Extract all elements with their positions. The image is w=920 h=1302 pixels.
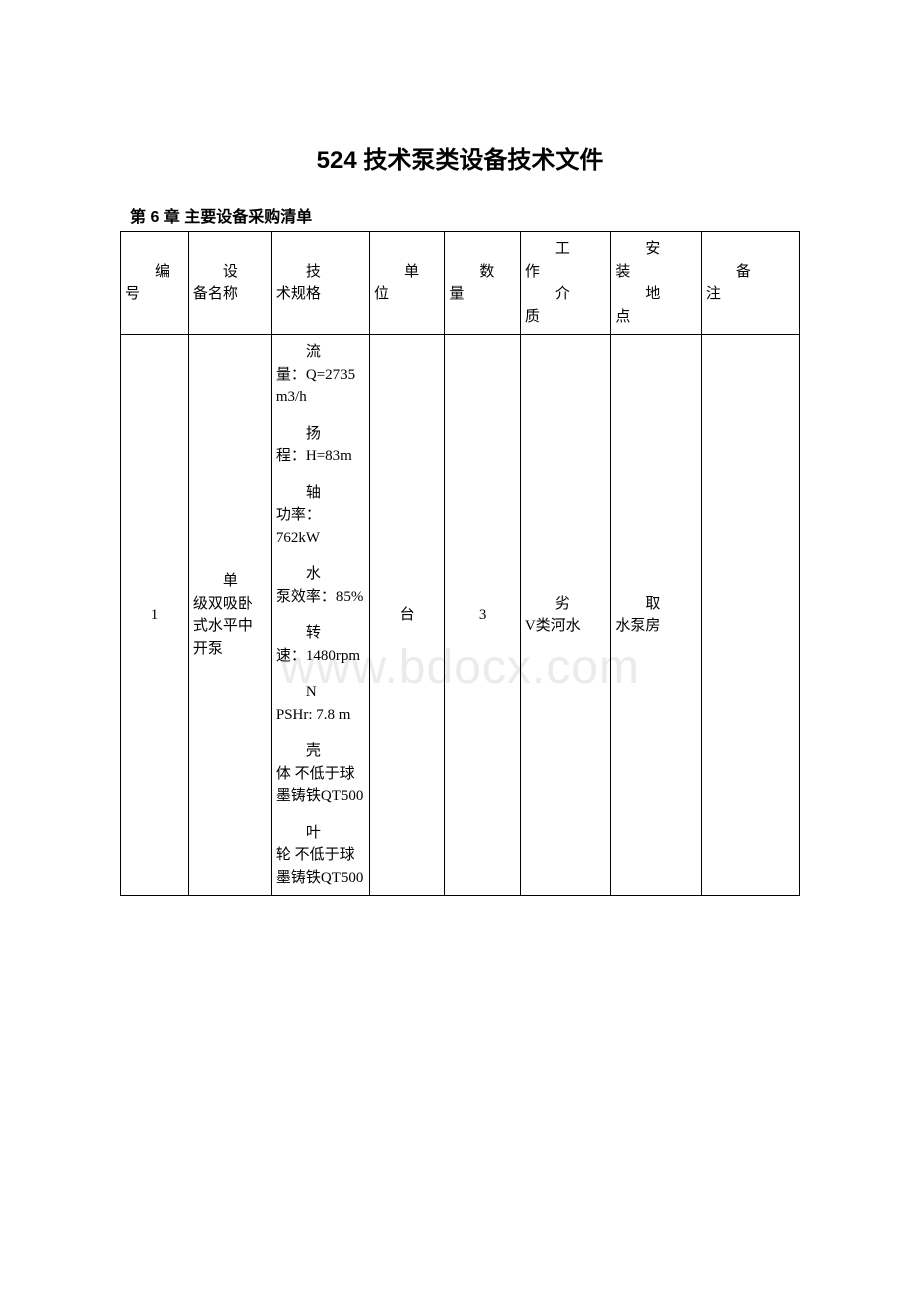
spec-item: 壳 体 不低于球墨铸铁QT500 xyxy=(276,740,365,808)
header-location: 安 装 地 点 xyxy=(611,232,702,335)
cell-medium: 劣 V类河水 xyxy=(520,335,611,896)
spec-item: 叶 轮 不低于球墨铸铁QT500 xyxy=(276,822,365,890)
spec-item: 水 泵效率：85% xyxy=(276,563,365,608)
spec-item: 流 量：Q=2735 m3/h xyxy=(276,341,365,409)
document-content: 524 技术泵类设备技术文件 第 6 章 主要设备采购清单 编 号 设 备名称 xyxy=(120,140,800,896)
spec-item: 扬 程：H=83m xyxy=(276,423,365,468)
header-unit: 单 位 xyxy=(369,232,444,335)
equipment-table: 编 号 设 备名称 技 术规格 单 位 数 量 xyxy=(120,231,800,896)
header-name: 设 备名称 xyxy=(188,232,271,335)
spec-item: 轴 功率：762kW xyxy=(276,482,365,550)
cell-location: 取 水泵房 xyxy=(611,335,702,896)
header-qty: 数 量 xyxy=(445,232,520,335)
header-spec: 技 术规格 xyxy=(271,232,369,335)
cell-unit: 台 xyxy=(369,335,444,896)
table-header-row: 编 号 设 备名称 技 术规格 单 位 数 量 xyxy=(121,232,800,335)
cell-spec: 流 量：Q=2735 m3/h 扬 程：H=83m 轴 功率：762kW 水 泵… xyxy=(271,335,369,896)
cell-name: 单 级双吸卧式水平中开泵 xyxy=(188,335,271,896)
header-medium: 工 作 介 质 xyxy=(520,232,611,335)
table-row: 1 单 级双吸卧式水平中开泵 流 量：Q=2735 m3/h 扬 程：H=83m xyxy=(121,335,800,896)
document-title: 524 技术泵类设备技术文件 xyxy=(120,140,800,175)
header-note: 备 注 xyxy=(701,232,799,335)
header-num: 编 号 xyxy=(121,232,189,335)
spec-item: N PSHr: 7.8 m xyxy=(276,681,365,726)
chapter-title: 第 6 章 主要设备采购清单 xyxy=(120,203,800,227)
cell-qty: 3 xyxy=(445,335,520,896)
cell-note xyxy=(701,335,799,896)
cell-num: 1 xyxy=(121,335,189,896)
spec-item: 转 速：1480rpm xyxy=(276,622,365,667)
